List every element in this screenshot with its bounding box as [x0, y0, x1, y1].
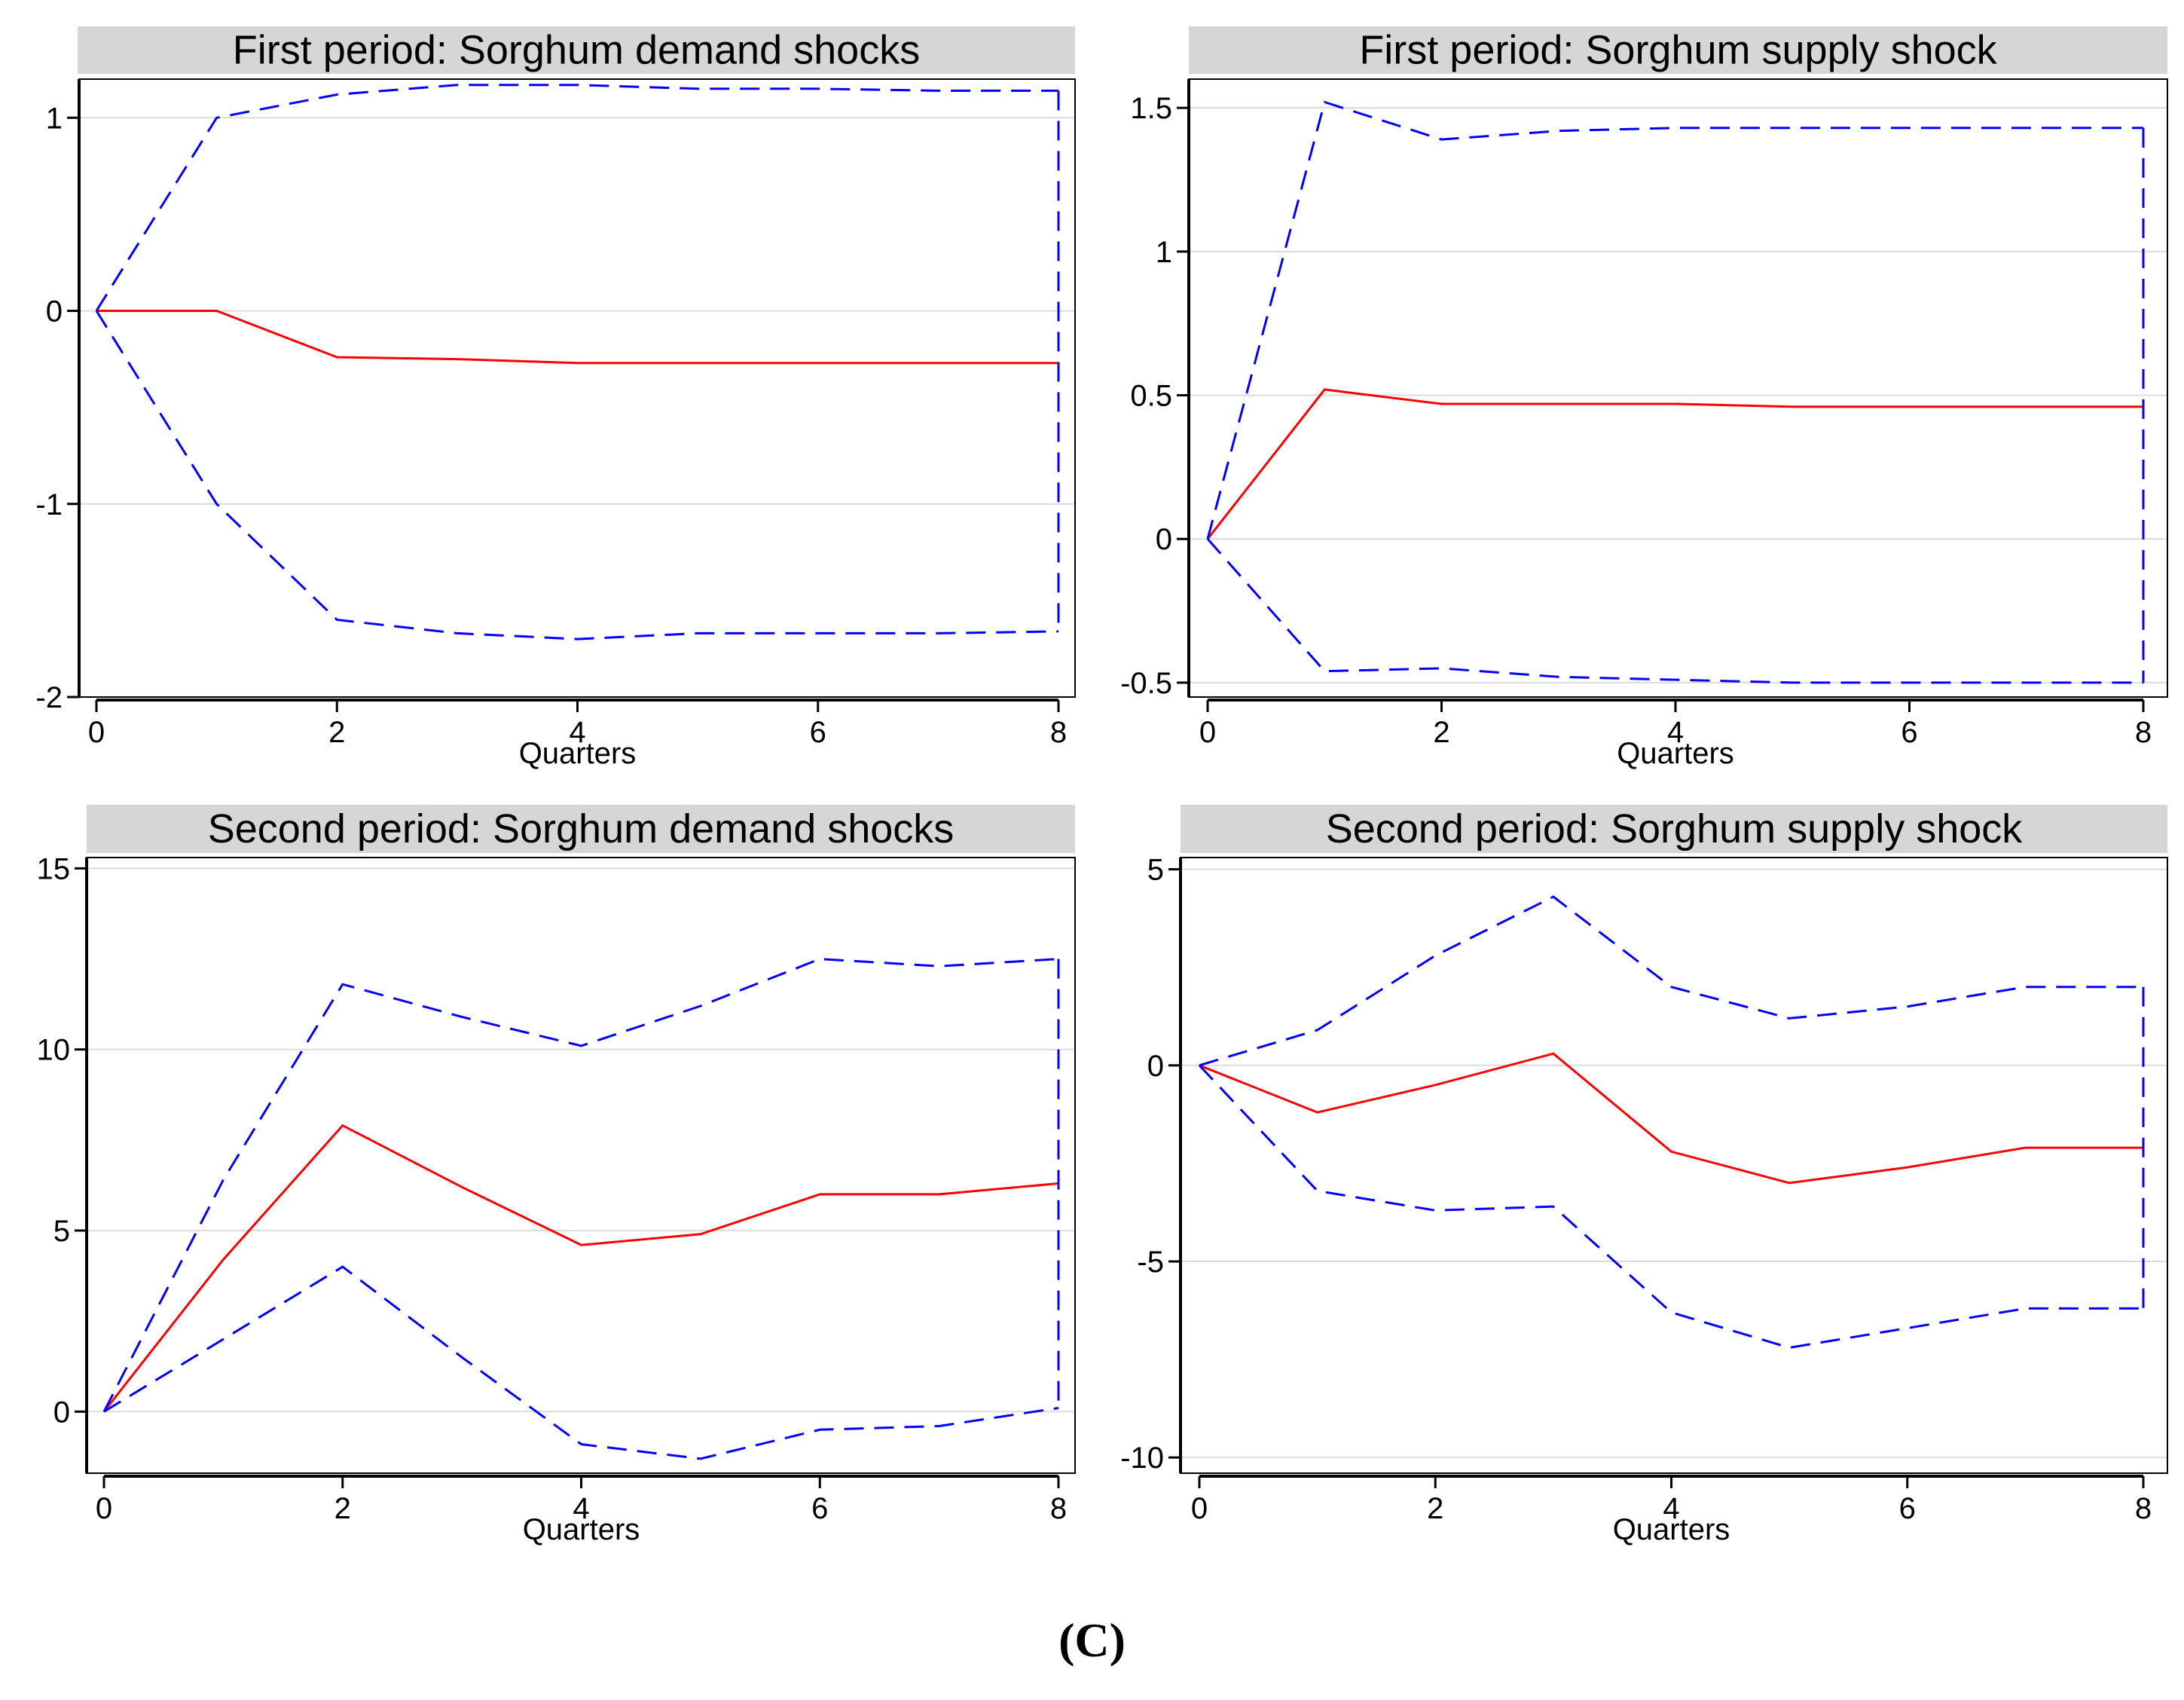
y-tick-label: -5: [1137, 1246, 1164, 1279]
x-tick-label: 4: [1663, 1492, 1679, 1525]
x-tick-label: 0: [1191, 1492, 1208, 1525]
panel-title: Second period: Sorghum supply shock: [1326, 806, 2024, 852]
x-tick-label: 4: [573, 1492, 589, 1525]
y-tick-label: 5: [53, 1215, 70, 1248]
y-tick-label: -1: [35, 488, 63, 521]
series-line-irf: [96, 310, 1058, 365]
series-line-irf: [1206, 388, 2143, 540]
y-tick-label: 1.5: [1130, 92, 1172, 125]
y-tick-label: 15: [37, 852, 71, 885]
y-tick-label: 10: [37, 1034, 71, 1067]
x-axis-label: Quarters: [1613, 1513, 1730, 1546]
panel-4: Second period: Sorghum supply shock -10 -5…: [1120, 805, 2168, 1546]
figure-caption: (C): [1058, 1613, 1126, 1667]
y-tick-label: 0: [46, 295, 63, 329]
y-tick-label: 0: [1147, 1050, 1164, 1083]
x-tick-label: 4: [1667, 716, 1684, 749]
series-line-irf: [102, 1124, 1059, 1413]
panel-title-bar: [1189, 26, 2167, 74]
x-tick-label: 8: [2135, 716, 2152, 749]
panel-2: First period: Sorghum supply shock -0.5 0 0…: [1120, 26, 2168, 770]
panel-3: Second period: Sorghum demand shocks 0 5 10…: [37, 805, 1076, 1546]
plot-frame: [86, 857, 1076, 1474]
plot-frame: [1180, 857, 2168, 1474]
x-tick-label: 0: [96, 1492, 112, 1525]
x-axis-label: Quarters: [1617, 737, 1734, 770]
panel-title-bar: [87, 805, 1075, 853]
series-line-irf: [1199, 1052, 2143, 1185]
y-tick-label: -0.5: [1120, 667, 1172, 700]
x-tick-label: 8: [1050, 1492, 1067, 1525]
y-tick-label: -10: [1120, 1442, 1164, 1475]
x-tick-label: 4: [569, 716, 585, 749]
plot-frame: [1188, 78, 2168, 698]
panel-title: Second period: Sorghum demand shocks: [208, 806, 955, 852]
y-tick-label: 0: [1156, 523, 1172, 556]
y-tick-label: 0.5: [1130, 380, 1172, 413]
x-tick-label: 6: [810, 716, 826, 749]
x-tick-label: 8: [2135, 1492, 2152, 1525]
x-tick-label: 6: [811, 1492, 828, 1525]
x-tick-label: 6: [1899, 1492, 1916, 1525]
x-tick-label: 6: [1901, 716, 1917, 749]
series-line-lower: [1206, 538, 2143, 684]
x-tick-label: 2: [1433, 716, 1449, 749]
y-tick-label: 1: [46, 102, 63, 135]
series-line-lower: [95, 310, 1059, 641]
y-tick-label: 0: [53, 1396, 70, 1429]
y-tick-label: -2: [35, 681, 63, 714]
series-line-lower: [1198, 1064, 2143, 1350]
series-line-upper: [1199, 895, 2143, 1067]
panel-1: First period: Sorghum demand shocks -2 -1 0…: [35, 26, 1076, 770]
y-tick-label: 5: [1147, 854, 1164, 887]
series-line-upper: [1206, 100, 2143, 540]
y-tick-label: 1: [1156, 236, 1172, 269]
panel-title: First period: Sorghum demand shocks: [233, 28, 920, 73]
x-tick-label: 2: [328, 716, 345, 749]
panel-title-bar: [78, 26, 1075, 74]
x-tick-label: 0: [1199, 716, 1216, 749]
x-tick-label: 2: [334, 1492, 351, 1525]
panel-title-bar: [1181, 805, 2167, 853]
x-axis-label: Quarters: [523, 1513, 640, 1546]
x-axis-label: Quarters: [519, 737, 637, 770]
x-tick-label: 8: [1050, 716, 1067, 749]
panel-title: First period: Sorghum supply shock: [1359, 28, 1997, 73]
series-line-lower: [103, 1265, 1059, 1460]
series-line-upper: [102, 958, 1059, 1412]
x-tick-label: 2: [1427, 1492, 1443, 1525]
x-tick-label: 0: [88, 716, 105, 749]
plot-frame: [78, 78, 1076, 698]
series-line-upper: [95, 84, 1058, 312]
